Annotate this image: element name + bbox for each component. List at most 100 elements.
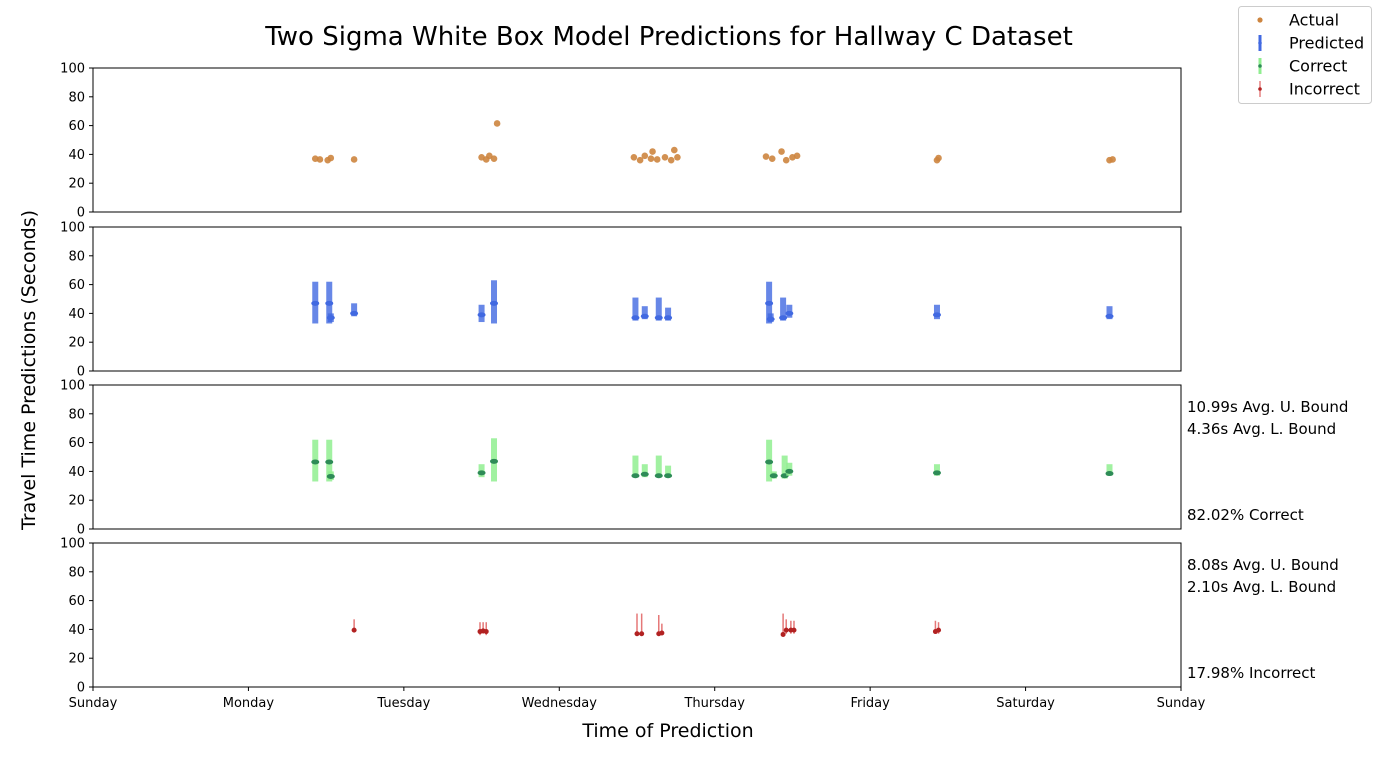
predicted-interval-bar xyxy=(780,297,787,321)
actual-point xyxy=(762,153,770,160)
incorrect-interval-bar xyxy=(353,619,355,633)
legend-label: Correct xyxy=(1289,57,1347,76)
x-tick-label: Sunday xyxy=(1157,696,1206,711)
actual-point xyxy=(661,153,669,161)
predicted-interval-bar xyxy=(1106,306,1113,320)
incorrect-interval-bar xyxy=(636,613,638,636)
actual-point xyxy=(674,153,681,161)
actual-point xyxy=(653,156,661,163)
y-tick-label: 20 xyxy=(68,652,85,667)
panel-frame xyxy=(92,67,1182,213)
x-tick-label: Wednesday xyxy=(522,696,598,711)
actual-point xyxy=(778,148,785,155)
y-tick-label: 40 xyxy=(68,307,85,322)
bound-annotation: 8.08s Avg. U. Bound xyxy=(1187,556,1339,574)
correct-point xyxy=(654,473,663,479)
bound-annotation: 2.10s Avg. L. Bound xyxy=(1187,578,1336,596)
x-tick-label: Monday xyxy=(223,696,275,711)
predicted-point xyxy=(490,300,499,306)
y-tick-label: 0 xyxy=(77,681,85,696)
correct-interval-bar xyxy=(655,455,662,478)
correct-point xyxy=(769,473,778,479)
actual-point xyxy=(793,152,801,160)
legend-label: Predicted xyxy=(1289,34,1364,53)
actual-point xyxy=(636,156,644,164)
actual-point xyxy=(350,156,358,163)
incorrect-interval-bar xyxy=(658,615,660,636)
panel-actual: 0 20 40 60 80 100 xyxy=(60,62,1182,221)
incorrect-interval-bar xyxy=(790,620,792,634)
predicted-point xyxy=(350,310,359,316)
y-axis-label: Travel Time Predictions (Seconds) xyxy=(18,210,40,531)
incorrect-point xyxy=(780,631,786,637)
y-tick-label: 40 xyxy=(68,465,85,480)
legend-label: Actual xyxy=(1289,11,1339,30)
y-tick-label: 100 xyxy=(60,221,85,236)
incorrect-interval-bar xyxy=(640,613,643,636)
predicted-point xyxy=(640,313,649,319)
chart-title: Two Sigma White Box Model Predictions fo… xyxy=(264,22,1073,52)
rate-annotation: 82.02% Correct xyxy=(1187,506,1304,524)
legend-label: Incorrect xyxy=(1289,80,1360,99)
actual-point xyxy=(493,120,501,127)
y-tick-label: 20 xyxy=(68,494,85,509)
correct-point xyxy=(477,470,486,476)
actual-point xyxy=(667,156,675,164)
correct-interval-bar xyxy=(1106,464,1113,476)
x-axis-label: Time of Prediction xyxy=(581,720,753,742)
y-tick-label: 80 xyxy=(68,407,85,422)
y-tick-label: 80 xyxy=(68,90,85,105)
predicted-point xyxy=(631,315,640,321)
actual-point xyxy=(1109,156,1116,163)
correct-interval-bar xyxy=(781,455,788,479)
incorrect-point xyxy=(659,630,665,636)
incorrect-interval-bar xyxy=(485,622,487,636)
incorrect-point xyxy=(783,627,789,633)
correct-point xyxy=(785,468,794,474)
correct-point xyxy=(932,470,941,476)
incorrect-point xyxy=(791,627,797,633)
legend-marker-point xyxy=(1258,41,1262,45)
x-tick-label: Saturday xyxy=(996,696,1055,711)
y-tick-label: 0 xyxy=(77,206,85,221)
incorrect-interval-bar xyxy=(479,622,481,636)
actual-point xyxy=(647,155,655,163)
incorrect-interval-bar xyxy=(782,613,784,637)
y-tick-label: 20 xyxy=(68,336,85,351)
legend-marker-actual xyxy=(1257,17,1263,23)
correct-interval-bar xyxy=(632,455,639,478)
y-tick-label: 80 xyxy=(68,565,85,580)
predicted-interval-bar xyxy=(351,303,358,317)
predicted-point xyxy=(311,300,320,306)
incorrect-point xyxy=(483,629,489,635)
predicted-point xyxy=(326,315,335,321)
incorrect-interval-bar xyxy=(934,620,937,634)
correct-interval-bar xyxy=(641,464,648,478)
bound-annotation: 4.36s Avg. L. Bound xyxy=(1187,420,1336,438)
y-tick-label: 60 xyxy=(68,278,85,293)
correct-point xyxy=(326,473,335,479)
incorrect-point xyxy=(936,627,942,633)
correct-point xyxy=(664,473,673,479)
panel-predicted: 0 20 40 60 80 100 xyxy=(60,221,1182,380)
actual-point xyxy=(935,154,942,162)
bound-annotation: 10.99s Avg. U. Bound xyxy=(1187,398,1348,416)
actual-point xyxy=(649,148,656,155)
correct-interval-bar xyxy=(933,464,940,476)
correct-point xyxy=(631,473,640,479)
panel-frame xyxy=(92,226,1182,372)
incorrect-interval-bar xyxy=(661,623,663,636)
x-tick-label: Tuesday xyxy=(376,696,430,711)
predicted-interval-bar xyxy=(641,306,648,320)
incorrect-point xyxy=(639,631,645,637)
y-tick-label: 60 xyxy=(68,594,85,609)
incorrect-point xyxy=(351,627,357,633)
y-tick-label: 40 xyxy=(68,148,85,163)
incorrect-interval-bar xyxy=(793,620,795,634)
actual-point xyxy=(630,153,638,161)
predicted-interval-bar xyxy=(665,307,672,321)
y-tick-label: 60 xyxy=(68,436,85,451)
actual-point xyxy=(327,154,335,162)
correct-point xyxy=(765,459,774,465)
y-tick-label: 40 xyxy=(68,623,85,638)
